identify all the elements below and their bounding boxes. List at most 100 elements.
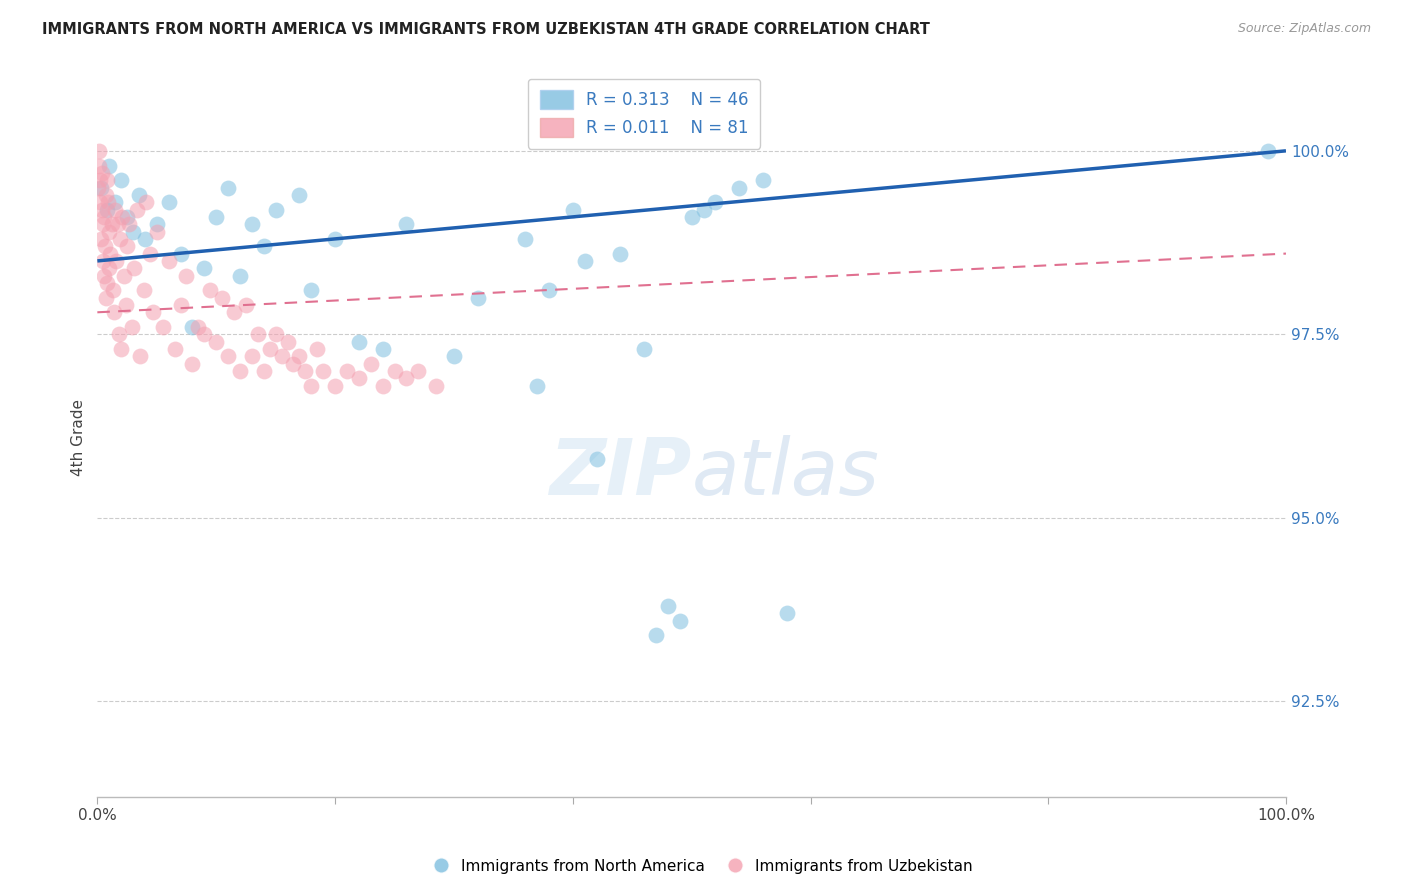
Point [152,320,174,334]
Point [336,364,359,378]
Point [537,283,560,297]
Point [157,254,180,268]
Point [110,342,132,356]
Text: IMMIGRANTS FROM NORTH AMERICA VS IMMIGRANTS FROM UZBEKISTAN 4TH GRADE CORRELATIO: IMMIGRANTS FROM NORTH AMERICA VS IMMIGRA… [42,22,929,37]
Point [728,180,751,194]
Point [246,327,269,342]
Point [104,202,127,217]
Point [98,159,121,173]
Point [111,210,134,224]
Point [101,283,124,297]
Point [98,261,121,276]
Point [668,614,690,628]
Point [107,327,129,342]
Point [97,225,120,239]
Point [240,217,263,231]
Point [467,291,489,305]
Point [222,305,245,319]
Point [299,378,322,392]
Point [87,159,110,173]
Point [235,298,257,312]
Point [96,276,118,290]
Point [347,371,370,385]
Point [645,628,668,642]
Point [96,173,118,187]
Point [384,364,406,378]
Point [93,210,115,224]
Point [100,246,122,260]
Point [135,195,157,210]
Point [323,378,346,392]
Point [406,364,429,378]
Point [609,246,631,260]
Point [259,342,281,356]
Point [561,202,583,217]
Point [121,320,143,334]
Point [515,232,537,246]
Text: Source: ZipAtlas.com: Source: ZipAtlas.com [1237,22,1371,36]
Point [205,334,228,349]
Point [157,195,180,210]
Point [585,452,607,467]
Point [217,349,239,363]
Point [96,202,118,217]
Point [105,254,128,268]
Text: atlas: atlas [692,435,880,511]
Point [294,364,316,378]
Point [347,334,370,349]
Point [115,239,138,253]
Point [100,217,122,231]
Point [163,342,186,356]
Point [633,342,655,356]
Point [134,232,156,246]
Point [129,349,152,363]
Point [288,187,311,202]
Point [87,180,110,194]
Point [371,342,394,356]
Point [264,202,287,217]
Point [360,357,382,371]
Point [96,291,118,305]
Point [526,378,548,392]
Point [200,283,222,297]
Point [264,327,287,342]
Point [94,187,117,202]
Point [89,173,111,187]
Point [1257,144,1279,158]
Point [240,349,263,363]
Point [122,261,145,276]
Legend: Immigrants from North America, Immigrants from Uzbekistan: Immigrants from North America, Immigrant… [427,853,979,880]
Point [89,195,111,210]
Point [681,210,703,224]
Point [142,305,165,319]
Point [115,210,138,224]
Point [107,217,129,231]
Point [277,334,299,349]
Point [752,173,775,187]
Point [90,232,112,246]
Point [574,254,596,268]
Point [128,187,150,202]
Point [395,371,418,385]
Point [395,217,418,231]
Point [169,298,191,312]
Point [371,378,394,392]
Point [425,378,447,392]
Point [312,364,335,378]
Point [94,239,117,253]
Point [118,217,141,231]
Point [91,254,114,268]
Point [229,268,252,283]
Point [704,195,727,210]
Point [138,246,160,260]
Point [146,225,169,239]
Point [217,180,239,194]
Point [132,283,155,297]
Point [181,357,204,371]
Point [288,349,311,363]
Point [283,357,305,371]
Point [108,232,131,246]
Point [90,180,112,194]
Point [193,327,215,342]
Point [299,283,322,297]
